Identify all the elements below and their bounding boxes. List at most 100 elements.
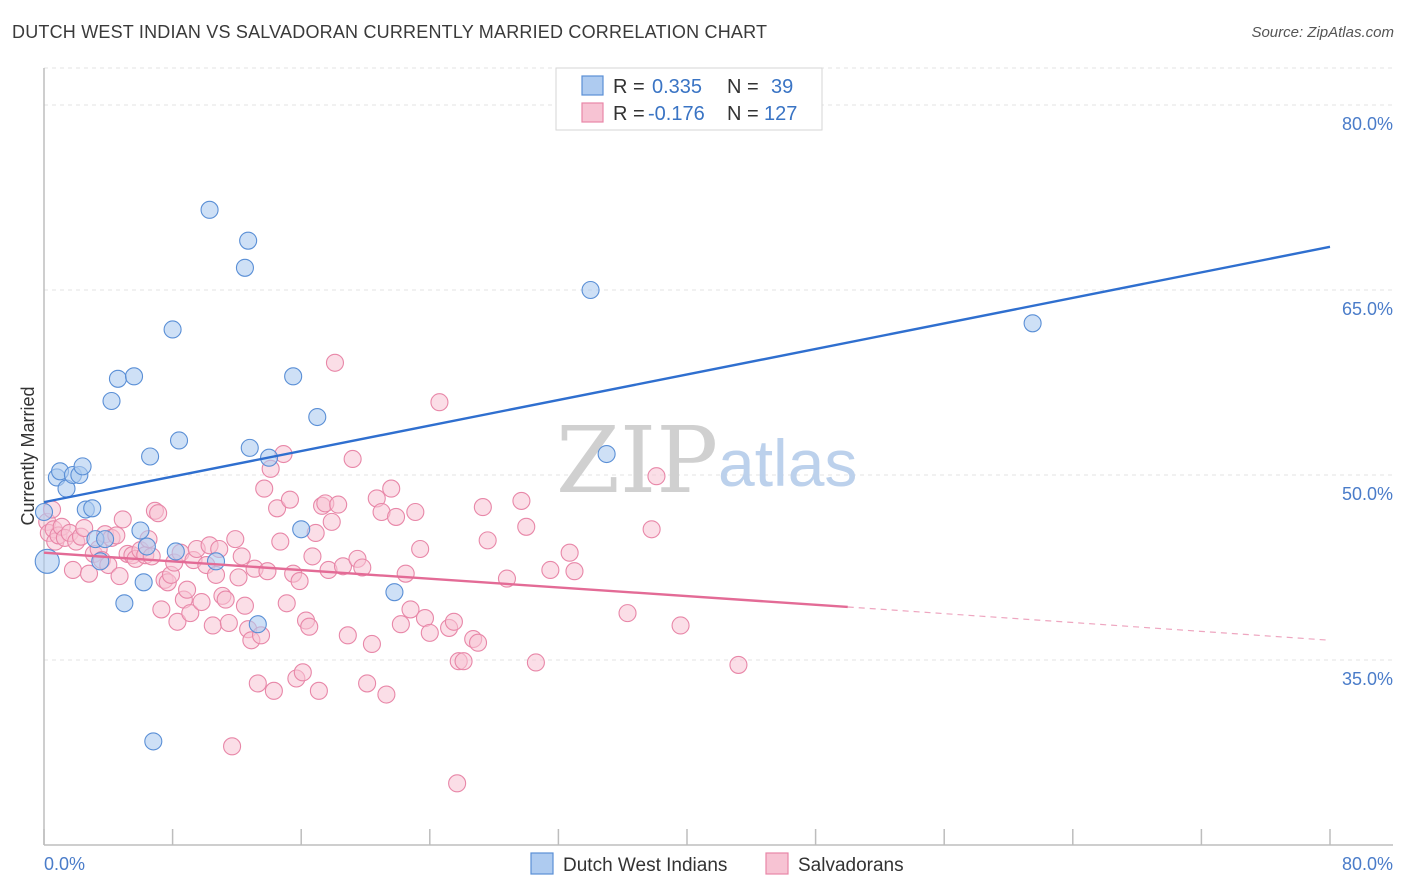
dutch-west-indians-point [206,552,226,571]
salvadorans-point [110,567,129,586]
salvadorans-point [325,353,345,372]
salvadorans-point [526,653,545,672]
salvadorans-point [647,467,666,486]
dutch-west-indians-point [34,548,60,574]
trend-lines [43,245,1331,641]
salvadorans-point [75,518,94,538]
salvadorans-point [420,623,439,642]
salvadorans-point [406,502,425,522]
dutch-west-indians-point [73,457,92,476]
salvadorans-point [149,504,168,523]
dutch-west-indians-point [141,447,160,466]
salvadorans-point [353,558,372,577]
x-axis-ticks [43,829,1331,845]
dutch-west-indians-point [284,367,303,386]
salvadorans-point [329,495,348,514]
salvadorans-point [362,634,381,654]
salvadorans-point [358,674,377,693]
salvadorans-point [382,479,401,498]
x-tick-label-max: 80.0% [1342,854,1393,874]
y-tick-label: 50.0% [1342,484,1393,504]
salvadorans-point [468,633,488,652]
salvadorans-point [448,774,467,793]
correlation-legend: R = 0.335 N = 39 R = -0.176 N = 127 [555,67,823,131]
salvadorans-point [303,547,322,566]
salvadorans-point [391,615,410,634]
salvadorans-point [152,600,171,619]
series-legend-label-blue: Dutch West Indians [563,855,727,876]
x-tick-label-min: 0.0% [44,854,85,874]
dutch-west-indians-point [124,367,144,386]
dutch-west-indians-point [235,258,254,277]
dutch-west-indians-point [239,231,258,250]
salvadorans-point [333,557,353,576]
dutch-west-indians-point [292,520,311,539]
salvadorans-point [300,617,319,636]
salvadorans-point [478,531,497,550]
legend-n-value-2: 127 [764,103,797,125]
legend-n-value-1: 39 [771,76,793,98]
legend-swatch-pink [581,102,604,123]
salvadorans-point [729,655,748,674]
dutch-west-indians-point [597,444,616,464]
dutch-west-indians-point [102,391,121,411]
watermark: ZIP atlas [556,407,857,514]
dutch-west-indians-point [137,537,156,556]
salvadorans-point [565,562,584,581]
salvadorans-point [248,674,267,693]
salvadorans-point [290,572,309,591]
series-legend-label-pink: Salvadorans [798,855,904,876]
salvadorans-point [396,564,415,583]
dutch-west-indians-point [240,438,259,457]
salvadorans-point [309,681,328,700]
salvadorans-point [268,499,287,518]
dutch-west-indians-point [83,499,102,518]
salvadorans-point [430,393,449,412]
salvadorans-point [223,737,242,756]
salvadorans-point [258,562,277,581]
salvadorans-point [338,626,357,645]
salvadorans-point [168,612,187,631]
y-tick-labels: 35.0% 50.0% 65.0% 80.0% [1342,114,1393,689]
dutch-west-indians-point [200,200,219,219]
salvadorans-point [517,517,536,536]
salvadorans-point [235,596,254,615]
salvadorans-point [226,530,245,549]
chart-title: DUTCH WEST INDIAN VS SALVADORAN CURRENTL… [12,22,768,42]
y-tick-label: 65.0% [1342,299,1393,319]
salvadorans-point [255,479,274,498]
salvadorans-point [473,498,492,517]
dutch-west-indians-point [581,280,600,300]
series-legend-swatch-blue [530,852,554,875]
salvadorans-point [671,616,690,635]
legend-r-label-1: R = [613,76,645,98]
salvadorans-point [280,490,299,509]
dutch-west-indians-point [385,583,404,602]
watermark-zip: ZIP [556,407,718,514]
salvadorans-point [203,616,222,635]
series-legend: Dutch West Indians Salvadorans [530,852,904,876]
legend-swatch-blue [581,75,604,96]
source-credit: Source: ZipAtlas.com [1251,24,1394,41]
dutch-west-indians-point [96,530,115,549]
dutch-west-indians-points [34,200,1042,751]
salvadorans-point [113,510,132,529]
watermark-atlas: atlas [718,426,857,500]
legend-r-label-2: R = [613,103,645,125]
dutch-west-indians-point [144,732,163,751]
y-tick-label: 80.0% [1342,114,1393,134]
dutch-west-indians-point [308,407,327,427]
salvadorans-point [178,580,197,599]
legend-r-value-1: 0.335 [652,76,702,98]
legend-r-value-2: -0.176 [648,103,705,125]
y-tick-label: 35.0% [1342,669,1393,689]
salvadorans-point [512,491,531,510]
salvadorans-trend-line [43,551,848,609]
salvadorans-point [618,604,637,623]
salvadorans-point [386,507,406,526]
salvadorans-point [541,560,560,580]
salvadorans-point [63,560,82,580]
salvadorans-point [377,685,396,704]
salvadorans-point [454,652,473,671]
